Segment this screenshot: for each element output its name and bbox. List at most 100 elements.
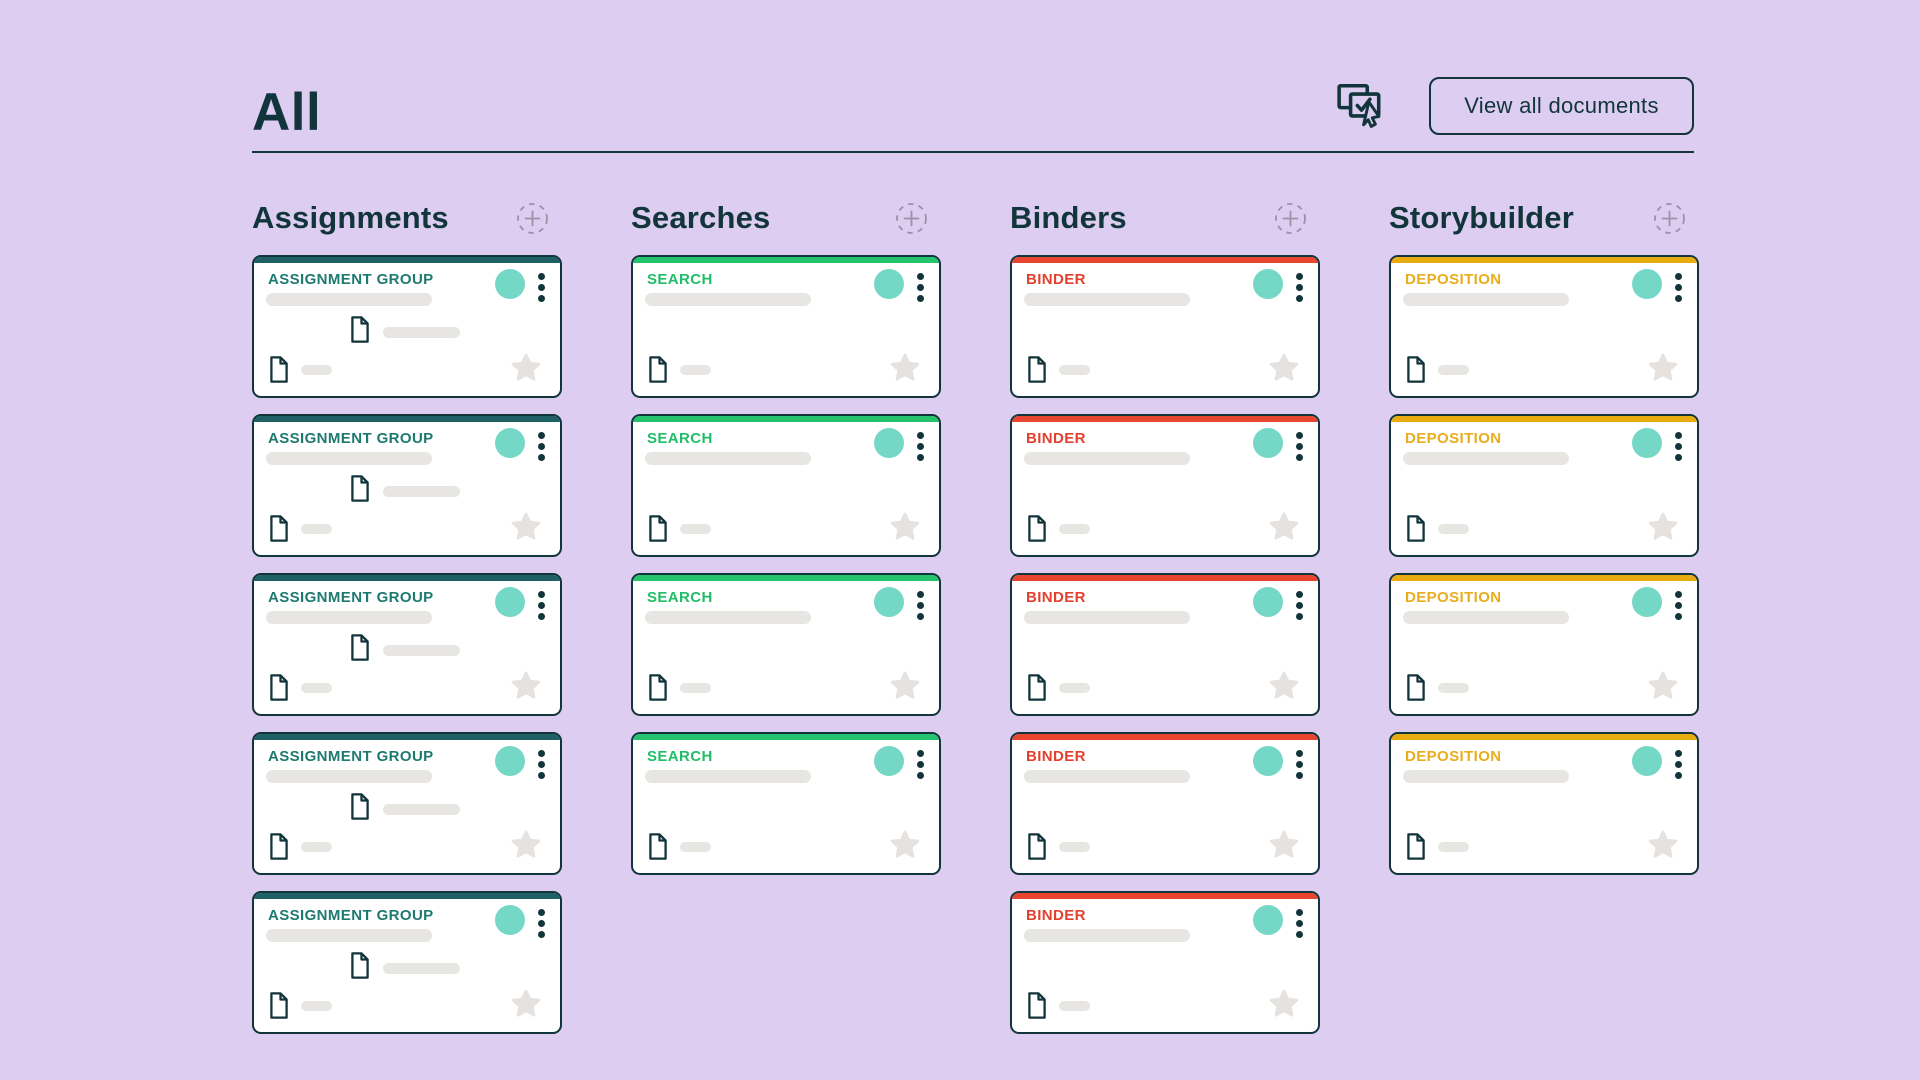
document-icon: [269, 833, 289, 865]
favorite-star-icon[interactable]: [889, 670, 921, 702]
count-placeholder: [1059, 365, 1090, 375]
kebab-menu-icon[interactable]: [1671, 748, 1685, 781]
kebab-menu-icon[interactable]: [534, 907, 548, 940]
add-storybuilder-button[interactable]: [1653, 202, 1686, 235]
assignment-group-card[interactable]: ASSIGNMENT GROUP: [252, 573, 562, 716]
kebab-menu-icon[interactable]: [1292, 271, 1306, 304]
card-type-label: DEPOSITION: [1405, 430, 1502, 447]
favorite-star-icon[interactable]: [510, 352, 542, 384]
search-card[interactable]: SEARCH: [631, 414, 941, 557]
binder-card[interactable]: BINDER: [1010, 573, 1320, 716]
kebab-menu-icon[interactable]: [1292, 748, 1306, 781]
assignment-group-card[interactable]: ASSIGNMENT GROUP: [252, 255, 562, 398]
document-icon: [269, 515, 289, 547]
binder-card[interactable]: BINDER: [1010, 255, 1320, 398]
assignment-group-card[interactable]: ASSIGNMENT GROUP: [252, 732, 562, 875]
add-searches-button[interactable]: [895, 202, 928, 235]
kebab-menu-icon[interactable]: [534, 589, 548, 622]
card-title-placeholder: [266, 770, 432, 783]
favorite-star-icon[interactable]: [510, 670, 542, 702]
kebab-menu-icon[interactable]: [534, 271, 548, 304]
card-list: DEPOSITION DEPOSITI: [1389, 255, 1699, 875]
deposition-card[interactable]: DEPOSITION: [1389, 573, 1699, 716]
favorite-star-icon[interactable]: [510, 829, 542, 861]
card-type-label: ASSIGNMENT GROUP: [268, 589, 434, 606]
card-type-label: DEPOSITION: [1405, 589, 1502, 606]
plus-dashed-circle-icon: [1654, 202, 1685, 234]
card-accent-strip: [1391, 416, 1697, 422]
column-binders: Binders BINDER: [1010, 196, 1320, 1034]
favorite-star-icon[interactable]: [1647, 352, 1679, 384]
favorite-star-icon[interactable]: [1647, 670, 1679, 702]
avatar: [495, 746, 525, 776]
favorite-star-icon[interactable]: [1268, 352, 1300, 384]
search-card[interactable]: SEARCH: [631, 573, 941, 716]
kebab-menu-icon[interactable]: [1292, 589, 1306, 622]
favorite-star-icon[interactable]: [510, 511, 542, 543]
binder-card[interactable]: BINDER: [1010, 891, 1320, 1034]
avatar: [495, 905, 525, 935]
add-assignments-button[interactable]: [516, 202, 549, 235]
header-divider: [252, 151, 1694, 153]
favorite-star-icon[interactable]: [1647, 829, 1679, 861]
binder-card[interactable]: BINDER: [1010, 414, 1320, 557]
search-card[interactable]: SEARCH: [631, 732, 941, 875]
card-type-label: ASSIGNMENT GROUP: [268, 907, 434, 924]
favorite-star-icon[interactable]: [889, 352, 921, 384]
page-title: All: [252, 83, 322, 142]
column-title: Searches: [631, 200, 771, 235]
deposition-card[interactable]: DEPOSITION: [1389, 255, 1699, 398]
avatar: [1253, 905, 1283, 935]
kebab-menu-icon[interactable]: [913, 271, 927, 304]
kebab-menu-icon[interactable]: [913, 430, 927, 463]
favorite-star-icon[interactable]: [1268, 829, 1300, 861]
documents-check-cursor-icon[interactable]: [1336, 80, 1386, 130]
favorite-star-icon[interactable]: [1268, 511, 1300, 543]
kebab-menu-icon[interactable]: [913, 748, 927, 781]
card-title-placeholder: [645, 452, 811, 465]
kebab-menu-icon[interactable]: [1292, 907, 1306, 940]
kebab-menu-icon[interactable]: [913, 589, 927, 622]
column-assignments: Assignments ASSIGNMENT GROUP: [252, 196, 562, 1034]
add-binders-button[interactable]: [1274, 202, 1307, 235]
plus-dashed-circle-icon: [896, 202, 927, 234]
document-icon: [269, 992, 289, 1024]
document-icon: [269, 674, 289, 706]
search-card[interactable]: SEARCH: [631, 255, 941, 398]
favorite-star-icon[interactable]: [510, 988, 542, 1020]
document-icon: [350, 952, 370, 984]
kebab-menu-icon[interactable]: [534, 430, 548, 463]
card-title-placeholder: [1024, 929, 1190, 942]
avatar: [1632, 428, 1662, 458]
column-storybuilder: Storybuilder DEPOSITION: [1389, 196, 1699, 875]
card-type-label: SEARCH: [647, 748, 713, 765]
kebab-menu-icon[interactable]: [1292, 430, 1306, 463]
count-placeholder: [1059, 1001, 1090, 1011]
avatar: [495, 587, 525, 617]
document-icon: [1027, 356, 1047, 388]
kebab-menu-icon[interactable]: [1671, 430, 1685, 463]
column-header: Searches: [631, 196, 941, 240]
assignment-group-card[interactable]: ASSIGNMENT GROUP: [252, 414, 562, 557]
document-icon: [1406, 833, 1426, 865]
favorite-star-icon[interactable]: [889, 829, 921, 861]
favorite-star-icon[interactable]: [1647, 511, 1679, 543]
kebab-menu-icon[interactable]: [1671, 271, 1685, 304]
card-title-placeholder: [266, 929, 432, 942]
card-accent-strip: [1012, 257, 1318, 263]
document-icon: [648, 356, 668, 388]
kebab-menu-icon[interactable]: [1671, 589, 1685, 622]
favorite-star-icon[interactable]: [1268, 988, 1300, 1020]
card-accent-strip: [1012, 734, 1318, 740]
deposition-card[interactable]: DEPOSITION: [1389, 732, 1699, 875]
deposition-card[interactable]: DEPOSITION: [1389, 414, 1699, 557]
card-title-placeholder: [1024, 770, 1190, 783]
view-all-documents-button[interactable]: View all documents: [1429, 77, 1694, 135]
kebab-menu-icon[interactable]: [534, 748, 548, 781]
count-placeholder: [1438, 683, 1469, 693]
binder-card[interactable]: BINDER: [1010, 732, 1320, 875]
favorite-star-icon[interactable]: [1268, 670, 1300, 702]
favorite-star-icon[interactable]: [889, 511, 921, 543]
assignment-group-card[interactable]: ASSIGNMENT GROUP: [252, 891, 562, 1034]
